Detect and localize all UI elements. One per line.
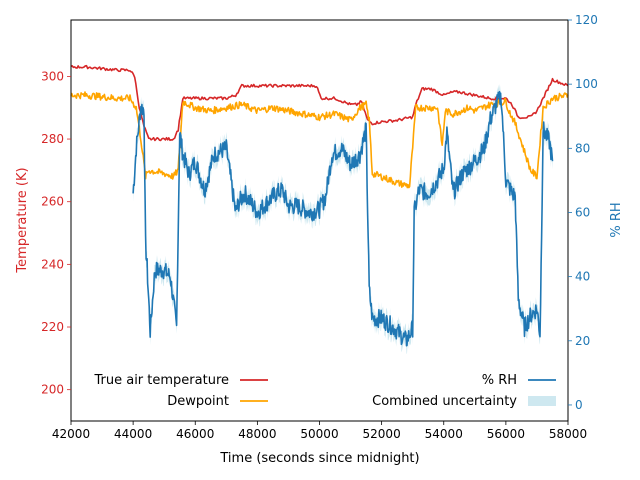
y-axis-right-label: % RH <box>609 202 624 237</box>
x-tick-label: 44000 <box>114 427 152 441</box>
series-temperature-line <box>70 64 569 142</box>
x-axis-label: Time (seconds since midnight) <box>219 451 419 466</box>
series-dewpoint-line <box>70 91 569 189</box>
y-right-tick-label: 0 <box>575 398 583 412</box>
y-right-tick-label: 100 <box>575 77 598 91</box>
x-tick-label: 52000 <box>363 427 401 441</box>
x-tick-label: 54000 <box>425 427 463 441</box>
y-left-tick-label: 200 <box>41 383 64 397</box>
series-lines-layer <box>70 64 569 347</box>
legend-right-label: % RH <box>482 373 517 388</box>
y-right-tick-label: 60 <box>575 205 590 219</box>
y-left-tick-label: 260 <box>41 195 64 209</box>
series-rh-line <box>132 90 554 347</box>
y-right-tick-label: 80 <box>575 141 590 155</box>
x-tick-label: 48000 <box>238 427 276 441</box>
x-tick-label: 42000 <box>52 427 90 441</box>
legend-right-swatch <box>528 396 556 406</box>
y-left-tick-label: 220 <box>41 320 64 334</box>
y-right-tick-label: 40 <box>575 270 590 284</box>
y-left-tick-label: 280 <box>41 132 64 146</box>
legend-right: % RH Combined uncertainty <box>372 373 556 409</box>
y-right-tick-label: 20 <box>575 334 590 348</box>
x-tick-label: 50000 <box>300 427 338 441</box>
y-left-tick-label: 240 <box>41 257 64 271</box>
legend-left: True air temperature Dewpoint <box>93 373 268 409</box>
x-axis: 42000 44000 46000 48000 50000 52000 54000 56000… <box>52 421 587 441</box>
x-tick-label: 46000 <box>176 427 214 441</box>
x-tick-label: 56000 <box>487 427 525 441</box>
legend-right-label: Combined uncertainty <box>372 394 517 409</box>
y-axis-left-label: Temperature (K) <box>15 167 30 273</box>
y-left-tick-label: 300 <box>41 69 64 83</box>
y-axis-right: 0 20 40 60 80 100 120 <box>568 13 598 412</box>
legend-left-label: Dewpoint <box>167 394 229 409</box>
x-tick-label: 58000 <box>549 427 587 441</box>
y-axis-left: 200 220 240 260 280 300 <box>41 69 71 397</box>
y-right-tick-label: 120 <box>575 13 598 27</box>
legend-left-label: True air temperature <box>93 373 229 388</box>
